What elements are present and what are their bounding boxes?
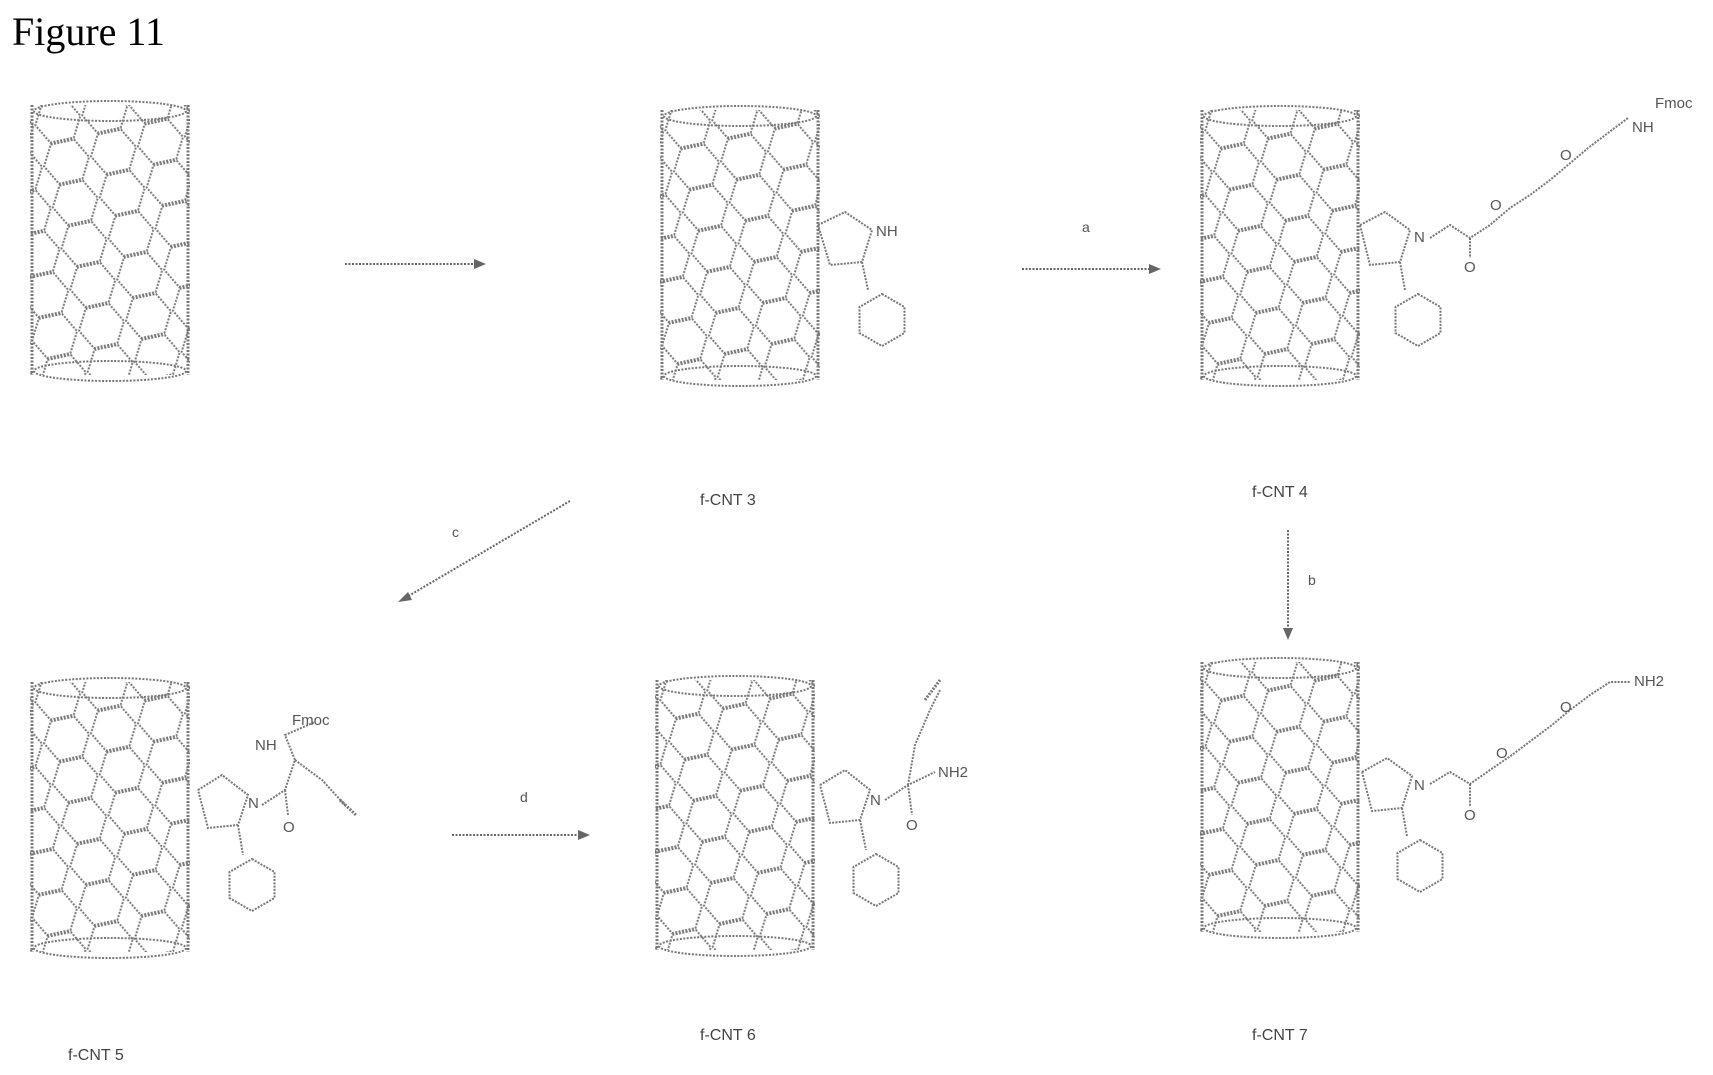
atom-nh2-c6: NH2	[938, 764, 968, 781]
atom-o-carbonyl-c7: O	[1464, 807, 1476, 824]
atom-nh2-c7: NH2	[1634, 673, 1664, 690]
label-f-cnt-5: f-CNT 5	[68, 1047, 124, 1064]
cnt-3	[660, 106, 905, 386]
atom-o-ether1-c7: O	[1496, 745, 1508, 762]
atom-o-carbonyl-c4: O	[1464, 259, 1476, 276]
atom-o-ether2-c4: O	[1560, 147, 1572, 164]
atom-fmoc-c5: Fmoc	[292, 712, 330, 729]
label-f-cnt-6: f-CNT 6	[700, 1027, 756, 1044]
atom-n-c6: N	[870, 792, 881, 809]
atom-nh-c5: NH	[255, 737, 277, 754]
atom-nh-c3: NH	[876, 223, 898, 240]
cnt-start	[30, 101, 190, 381]
cnt-6	[655, 676, 940, 956]
reagent-d: d	[520, 789, 528, 805]
reagent-b: b	[1308, 572, 1316, 588]
arrow-step-c	[398, 501, 570, 602]
arrow-step-1	[345, 259, 486, 269]
arrow-step-d	[452, 830, 590, 840]
atom-fmoc-c4: Fmoc	[1655, 95, 1693, 112]
atom-n-c7: N	[1414, 777, 1425, 794]
atom-n-c4: N	[1414, 229, 1425, 246]
reagent-c: c	[452, 524, 459, 540]
atom-n-c5: N	[248, 795, 259, 812]
label-f-cnt-3: f-CNT 3	[700, 492, 756, 509]
atom-o-ether1-c4: O	[1490, 197, 1502, 214]
arrow-step-b	[1283, 530, 1293, 640]
atom-o-ether2-c7: O	[1560, 699, 1572, 716]
label-f-cnt-7: f-CNT 7	[1252, 1027, 1308, 1044]
arrow-step-a	[1022, 264, 1161, 274]
label-f-cnt-4: f-CNT 4	[1252, 484, 1308, 501]
reagent-a: a	[1082, 219, 1090, 235]
atom-nh-c4: NH	[1632, 119, 1654, 136]
atom-o-c6: O	[906, 817, 918, 834]
atom-o-c5: O	[283, 819, 295, 836]
